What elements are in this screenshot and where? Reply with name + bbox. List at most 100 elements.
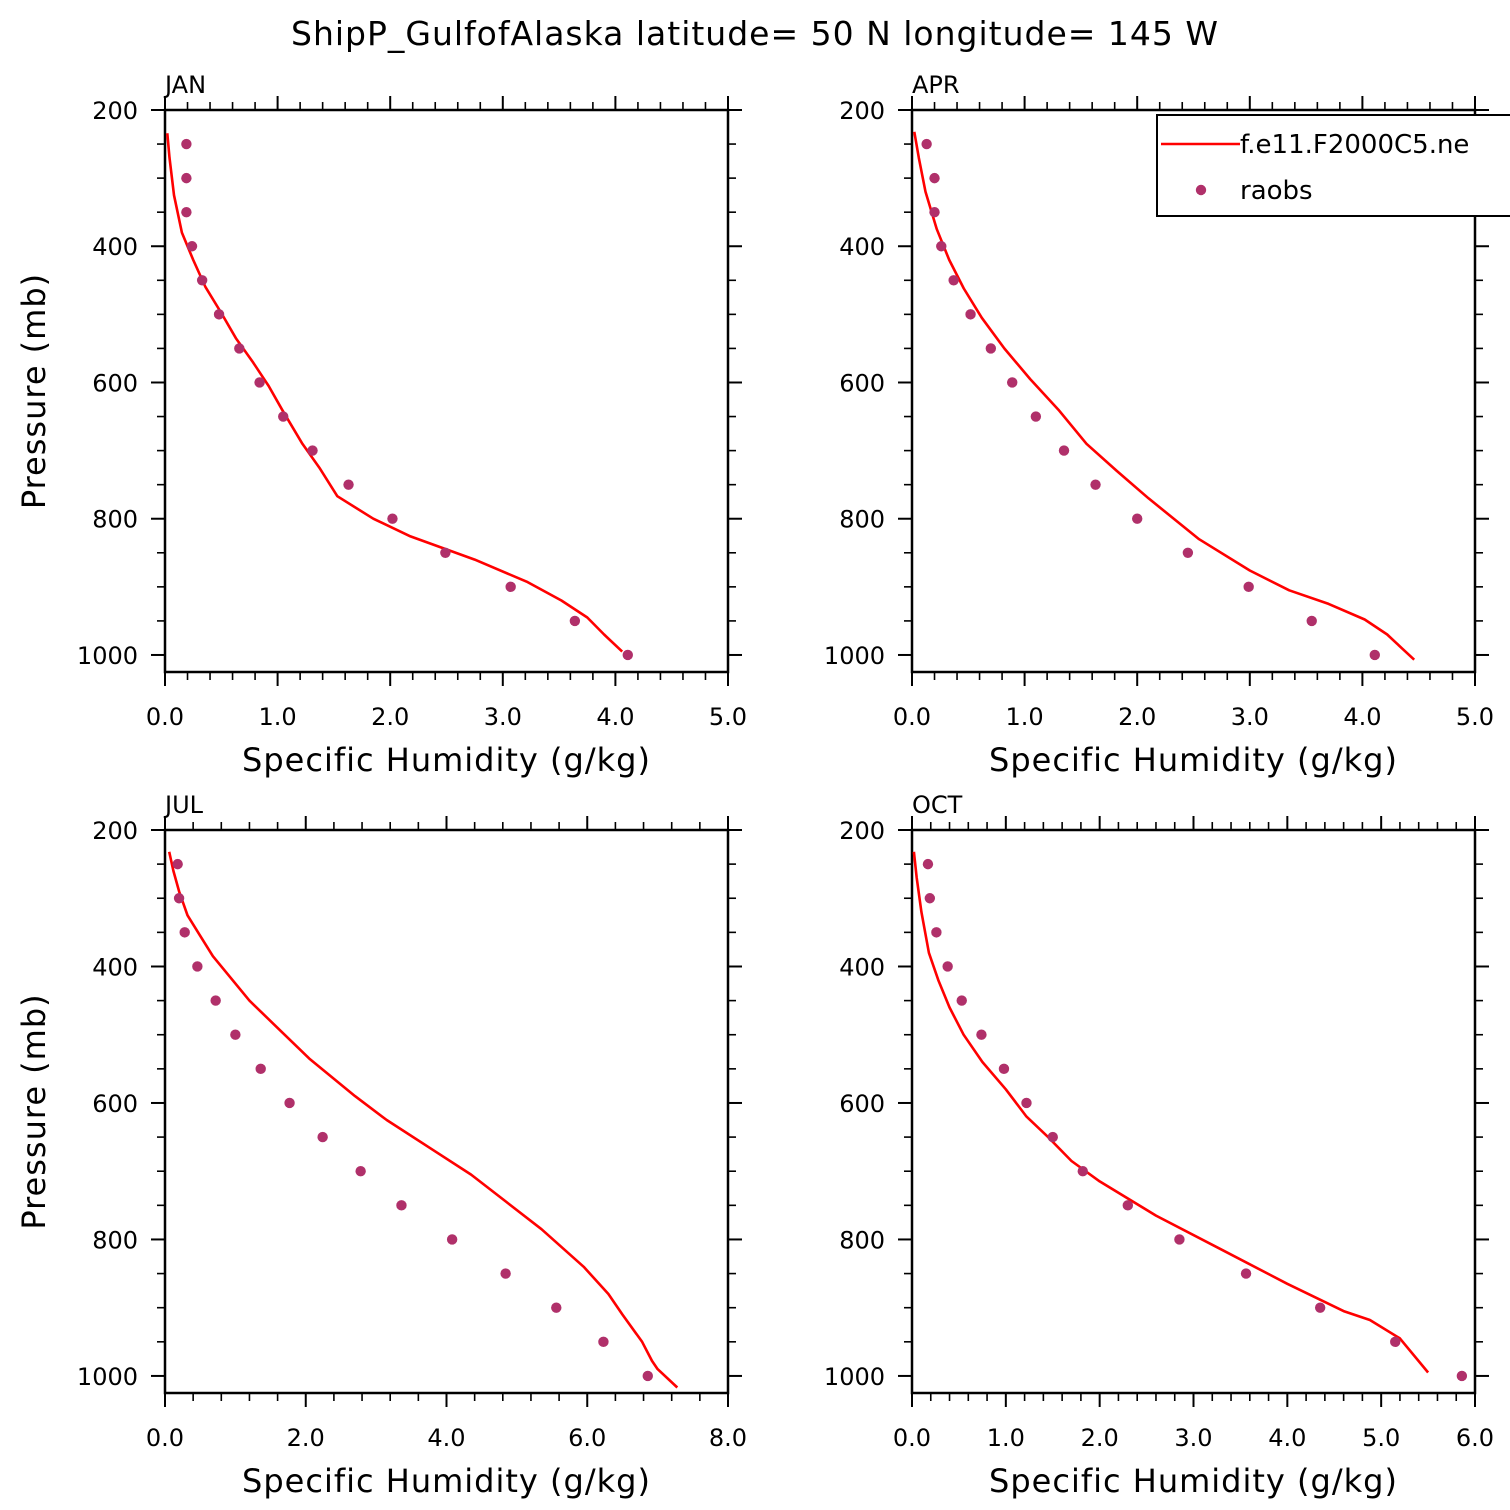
obs-point — [440, 547, 451, 558]
x-tick-label: 4.0 — [596, 703, 634, 731]
legend: f.e11.F2000C5.ne raobs — [1156, 114, 1510, 217]
obs-point — [965, 309, 976, 320]
obs-point — [551, 1302, 562, 1313]
y-tick-label: 600 — [92, 1090, 138, 1118]
obs-point — [181, 172, 192, 184]
x-tick-label: 5.0 — [1362, 1424, 1400, 1452]
series-line-model — [912, 851, 1430, 1374]
obs-point — [172, 858, 183, 870]
x-tick-label: 5.0 — [709, 703, 747, 731]
obs-point — [1122, 1200, 1134, 1211]
obs-point — [396, 1200, 407, 1211]
obs-point — [192, 961, 203, 972]
y-tick-label: 400 — [839, 953, 885, 981]
panel-oct: OCT 0.0 1.0 2.0 3.0 4.0 5.0 6.0 200 400 600 800 1000… — [824, 791, 1494, 1500]
obs-point — [1369, 649, 1380, 661]
panel-title: JAN — [163, 71, 206, 99]
y-tick-label: 800 — [92, 1226, 138, 1254]
figure-title: ShipP_GulfofAlaska latitude= 50 N longit… — [291, 14, 1219, 53]
y-tick-label: 400 — [92, 953, 138, 981]
series-line-model — [913, 131, 1416, 661]
x-axis-label: Specific Humidity (g/kg) — [989, 1462, 1398, 1500]
obs-point — [505, 581, 516, 593]
obs-point — [1058, 445, 1070, 456]
obs-point — [1240, 1268, 1252, 1279]
obs-point — [255, 1063, 266, 1075]
y-tick-label: 600 — [839, 369, 885, 397]
x-tick-label: 3.0 — [1231, 703, 1269, 731]
x-tick-label: 4.0 — [427, 1424, 465, 1452]
obs-point — [254, 377, 265, 388]
obs-point — [956, 995, 967, 1006]
x-axis-label: Specific Humidity (g/kg) — [242, 741, 651, 779]
obs-point — [976, 1029, 987, 1040]
obs-point — [1314, 1302, 1326, 1313]
x-tick-label: 1.0 — [259, 703, 297, 731]
x-tick-label: 8.0 — [709, 1424, 747, 1452]
x-tick-label: 3.0 — [1174, 1424, 1212, 1452]
obs-point — [598, 1336, 609, 1348]
obs-point — [1456, 1370, 1468, 1382]
y-tick-label: 200 — [92, 817, 138, 845]
obs-point — [186, 241, 198, 252]
obs-point — [948, 275, 959, 286]
legend-dot-swatch — [1195, 184, 1207, 196]
obs-point — [1390, 1336, 1401, 1348]
y-tick-label: 400 — [92, 233, 138, 261]
y-axis-label: Pressure (mb) — [15, 273, 53, 509]
x-tick-label: 0.0 — [893, 703, 931, 731]
x-tick-label: 5.0 — [1456, 703, 1494, 731]
obs-point — [921, 138, 932, 150]
obs-point — [1021, 1097, 1032, 1109]
x-tick-label: 6.0 — [568, 1424, 606, 1452]
obs-point — [924, 893, 936, 904]
obs-point — [998, 1063, 1010, 1075]
obs-point — [179, 927, 190, 938]
obs-point — [1030, 411, 1042, 422]
panel-title: JUL — [163, 791, 204, 819]
obs-point — [446, 1234, 458, 1245]
obs-point — [1243, 581, 1254, 593]
obs-point — [929, 172, 940, 184]
y-tick-label: 200 — [839, 97, 885, 125]
obs-point — [642, 1370, 653, 1382]
panel-apr: APR 0.0 1.0 2.0 3.0 4.0 5.0 200 400 600 800 1000 Spe… — [824, 71, 1494, 779]
y-tick-label: 800 — [92, 506, 138, 534]
plot-frame — [163, 108, 730, 674]
obs-point — [1182, 547, 1194, 558]
obs-point — [355, 1166, 366, 1177]
y-tick-label: 200 — [839, 817, 885, 845]
plot-frame — [910, 108, 1477, 674]
obs-point — [234, 343, 245, 354]
obs-point — [1077, 1166, 1088, 1177]
obs-point — [1007, 377, 1018, 388]
obs-point — [1132, 513, 1143, 524]
x-tick-label: 6.0 — [1456, 1424, 1494, 1452]
x-tick-label: 0.0 — [893, 1424, 931, 1452]
obs-point — [278, 411, 289, 422]
obs-point — [942, 961, 953, 972]
panel-title: OCT — [912, 791, 963, 819]
x-axis-label: Specific Humidity (g/kg) — [989, 741, 1398, 779]
x-tick-label: 4.0 — [1343, 703, 1381, 731]
x-axis-label: Specific Humidity (g/kg) — [242, 1462, 651, 1500]
obs-point — [284, 1097, 295, 1109]
y-tick-label: 1000 — [77, 642, 138, 670]
obs-point — [922, 858, 934, 870]
obs-point — [181, 206, 192, 218]
obs-point — [317, 1131, 328, 1143]
y-tick-label: 600 — [92, 369, 138, 397]
obs-point — [210, 995, 221, 1006]
x-tick-label: 1.0 — [1006, 703, 1044, 731]
obs-point — [181, 138, 192, 150]
x-tick-label: 2.0 — [371, 703, 409, 731]
obs-point — [622, 649, 633, 661]
x-tick-label: 2.0 — [1118, 703, 1156, 731]
panel-title: APR — [912, 71, 960, 99]
obs-point — [213, 309, 225, 320]
y-tick-label: 800 — [839, 1226, 885, 1254]
obs-point — [1174, 1234, 1185, 1245]
obs-point — [500, 1268, 511, 1279]
obs-point — [343, 479, 354, 490]
